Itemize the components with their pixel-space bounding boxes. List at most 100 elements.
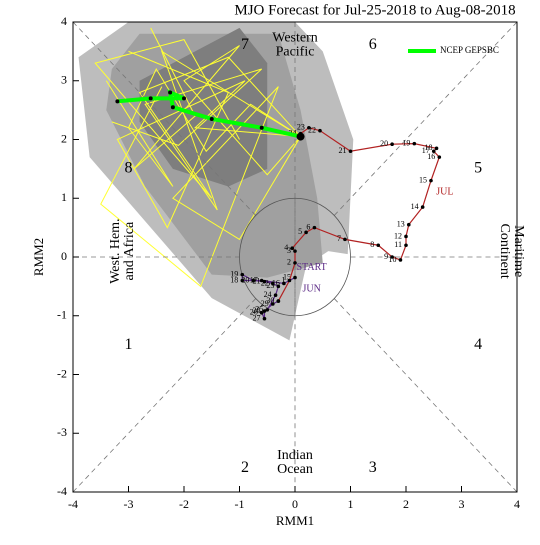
member-line bbox=[94, 39, 301, 199]
phase-label: 1 bbox=[125, 336, 133, 353]
observed-point bbox=[271, 302, 275, 306]
day-label: 21 bbox=[252, 277, 260, 286]
day-label: 6 bbox=[306, 222, 310, 231]
day-label: 3 bbox=[287, 246, 291, 255]
observed-point bbox=[404, 234, 408, 239]
observed-point bbox=[293, 249, 297, 253]
day-label: 20 bbox=[241, 275, 249, 284]
region-label: Maritime bbox=[511, 225, 526, 277]
x-tick-label: -2 bbox=[179, 497, 189, 511]
observed-point bbox=[259, 311, 264, 315]
day-label: 7 bbox=[337, 234, 341, 243]
region-label: West. Hem. bbox=[108, 218, 123, 283]
observed-point bbox=[343, 237, 347, 242]
day-label: 23 bbox=[266, 281, 274, 290]
x-axis-label: RMM1 bbox=[276, 513, 314, 528]
y-tick-label: -1 bbox=[57, 308, 67, 322]
forecast-point bbox=[148, 96, 153, 101]
observed-point bbox=[307, 125, 311, 130]
day-label: 18 bbox=[230, 275, 238, 284]
day-label: 1 bbox=[281, 275, 285, 284]
observed-point bbox=[390, 142, 394, 146]
region-label: Indian bbox=[277, 448, 313, 463]
forecast-point bbox=[170, 105, 175, 110]
phase-label: 6 bbox=[369, 36, 377, 53]
observed-point bbox=[262, 316, 267, 321]
day-label: 16 bbox=[272, 278, 280, 287]
x-tick-label: 0 bbox=[292, 497, 298, 511]
day-label: 14 bbox=[411, 202, 419, 211]
member-line bbox=[100, 86, 301, 288]
x-tick-label: 2 bbox=[403, 497, 409, 511]
observed-point bbox=[318, 128, 322, 133]
observed-point bbox=[240, 272, 245, 277]
observed-point bbox=[348, 149, 353, 154]
observed-point bbox=[282, 281, 286, 286]
day-label: 19 bbox=[230, 269, 238, 278]
forecast-line bbox=[117, 89, 301, 139]
region-label: Pacific bbox=[276, 45, 315, 60]
forecast-point bbox=[209, 116, 214, 121]
y-tick-label: -2 bbox=[57, 366, 67, 380]
region-label: Continent bbox=[497, 224, 512, 279]
observed-point bbox=[293, 275, 297, 280]
region-label: and Africa bbox=[122, 221, 137, 280]
day-label: 28 bbox=[252, 306, 260, 315]
observed-point bbox=[431, 149, 436, 154]
observed-point bbox=[312, 225, 317, 230]
plot-area bbox=[78, 22, 354, 341]
day-label: 13 bbox=[397, 220, 405, 229]
day-label: 15 bbox=[283, 272, 291, 281]
observed-point bbox=[276, 299, 281, 303]
phase-label: 8 bbox=[125, 160, 133, 177]
observed-point bbox=[273, 293, 278, 297]
x-tick-label: 4 bbox=[514, 497, 520, 511]
y-tick-label: -4 bbox=[57, 484, 67, 498]
observed-point bbox=[404, 243, 408, 248]
member-line bbox=[105, 67, 301, 187]
region-label: Western bbox=[272, 31, 318, 46]
y-tick-label: 2 bbox=[61, 131, 67, 145]
observed-point bbox=[290, 246, 295, 250]
day-label: 11 bbox=[394, 240, 402, 249]
y-tick-label: 0 bbox=[61, 249, 67, 263]
day-label: 29 bbox=[261, 299, 269, 308]
observed-point bbox=[251, 278, 256, 283]
chart-title: MJO Forecast for Jul-25-2018 to Aug-08-2… bbox=[234, 2, 515, 18]
day-label: 10 bbox=[388, 255, 396, 264]
x-tick-label: 3 bbox=[459, 497, 465, 511]
annotation: START bbox=[297, 262, 327, 273]
phase-label: 7 bbox=[241, 36, 249, 53]
y-tick-label: -3 bbox=[57, 425, 67, 439]
spread-area bbox=[139, 27, 268, 187]
day-label: 5 bbox=[298, 227, 302, 236]
day-label: 19 bbox=[402, 138, 410, 147]
forecast-point bbox=[115, 99, 120, 104]
guide-line bbox=[333, 298, 518, 493]
day-label: 17 bbox=[422, 146, 430, 155]
day-label: 20 bbox=[380, 139, 388, 148]
day-label: 9 bbox=[384, 252, 388, 261]
observed-point bbox=[429, 178, 433, 183]
day-label: 22 bbox=[261, 278, 269, 287]
day-label: 4 bbox=[284, 243, 288, 252]
observed-point bbox=[271, 281, 275, 286]
legend-label: NCEP GEPSBC bbox=[440, 45, 499, 55]
observed-point bbox=[406, 222, 411, 227]
day-label: 30 bbox=[266, 296, 274, 305]
y-tick-label: 3 bbox=[61, 73, 67, 87]
day-label: 25 bbox=[255, 305, 263, 314]
observed-point bbox=[420, 205, 425, 209]
day-label: 21 bbox=[339, 146, 347, 155]
day-label: 16 bbox=[427, 152, 435, 161]
day-label: 27 bbox=[252, 314, 260, 323]
observed-point bbox=[412, 141, 417, 146]
day-label: 22 bbox=[308, 126, 316, 135]
observed-point bbox=[259, 278, 264, 283]
day-label: 18 bbox=[425, 143, 433, 152]
overlay: 1516171819202122232425262728293012345678… bbox=[72, 21, 526, 493]
x-tick-label: -3 bbox=[124, 497, 134, 511]
annotation: JUN bbox=[302, 284, 320, 295]
region-label: Ocean bbox=[277, 462, 313, 477]
